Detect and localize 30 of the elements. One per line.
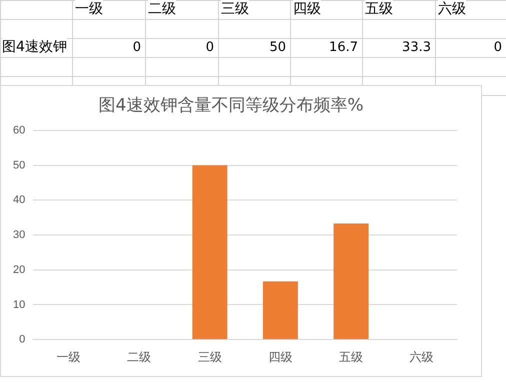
bar (192, 165, 228, 340)
x-tick-label: 一级 (56, 350, 81, 364)
text: 50 (268, 39, 286, 57)
x-tick-label: 三级 (198, 350, 222, 364)
y-tick-label: 10 (12, 298, 26, 311)
category-label: 五级 (365, 0, 393, 19)
category-label: 三级 (221, 0, 249, 19)
category-label: 二级 (148, 0, 176, 19)
y-tick-label: 0 (19, 334, 26, 346)
text: 0 (132, 39, 141, 57)
x-tick-label: 六级 (410, 350, 434, 364)
bar (262, 281, 298, 340)
text: 33.3 (401, 39, 431, 57)
y-tick-label: 40 (12, 194, 26, 206)
category-label: 四级 (293, 0, 321, 19)
x-tick-label: 二级 (127, 350, 152, 364)
text: 16.7 (328, 39, 358, 57)
category-label: 六级 (438, 0, 466, 19)
bar (334, 223, 369, 340)
y-tick-label: 50 (12, 159, 26, 172)
caption: 图4速效钾 (2, 38, 67, 57)
x-tick-label: 五级 (339, 350, 364, 364)
text: 0 (204, 39, 214, 57)
x-tick-label: 四级 (268, 350, 292, 364)
chart-title: 图4速效钾含量不同等级分布频率% (98, 96, 364, 116)
y-tick-label: 60 (12, 124, 26, 136)
text: 0 (492, 39, 502, 57)
category-label: 一级 (75, 0, 103, 19)
y-tick-label: 30 (12, 229, 26, 242)
y-tick-label: 20 (12, 264, 26, 276)
